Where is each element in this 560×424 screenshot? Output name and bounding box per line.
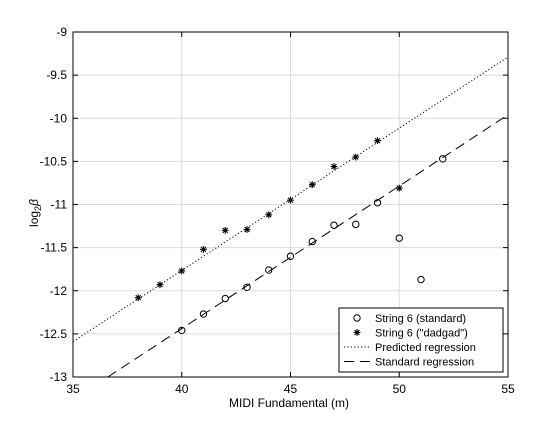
dadgad-point xyxy=(244,226,251,233)
legend-entry: Standard regression xyxy=(375,357,474,369)
dadgad-point xyxy=(135,294,142,301)
dadgad-point xyxy=(222,227,229,234)
dadgad-point xyxy=(374,137,381,144)
dadgad-point xyxy=(287,197,294,204)
y-tick-label: -12 xyxy=(50,284,68,298)
y-tick-label: -11.5 xyxy=(41,241,68,255)
standard-point xyxy=(222,295,228,301)
legend-entry: String 6 (standard) xyxy=(375,313,466,325)
dadgad-point xyxy=(157,281,164,288)
dadgad-point xyxy=(309,181,316,188)
x-axis-label: MIDI Fundamental (m) xyxy=(229,396,349,410)
dadgad-point xyxy=(178,268,185,275)
legend-star-marker xyxy=(354,329,361,336)
y-tick-label: -10 xyxy=(50,111,68,125)
y-axis-label-base: log xyxy=(27,211,41,227)
y-tick-label: -13 xyxy=(50,370,68,384)
y-tick-label: -12.5 xyxy=(40,327,68,341)
standard-point xyxy=(353,221,359,227)
x-tick-label: 40 xyxy=(175,382,189,396)
x-tick-label: 50 xyxy=(393,382,407,396)
y-tick-label: -9.5 xyxy=(46,68,67,82)
legend: String 6 (standard) String 6 ("dadgad") Pr… xyxy=(339,308,503,372)
dadgad-point xyxy=(331,163,338,170)
dadgad-point xyxy=(265,211,272,218)
dadgad-point xyxy=(200,246,207,253)
y-axis-label-symbol: β xyxy=(27,199,41,207)
y-tick-label: -11 xyxy=(51,198,68,212)
x-tick-label: 55 xyxy=(501,382,515,396)
dadgad-point xyxy=(396,185,403,192)
x-tick-label: 45 xyxy=(284,382,298,396)
standard-point xyxy=(331,222,337,228)
y-tick-label: -10.5 xyxy=(40,154,68,168)
legend-entry: String 6 ("dadgad") xyxy=(375,328,468,340)
y-tick-label: -9 xyxy=(56,25,67,39)
legend-entry: Predicted regression xyxy=(375,342,476,354)
standard-point xyxy=(418,276,424,282)
x-tick-label: 35 xyxy=(66,382,80,396)
y-axis-label: log2β xyxy=(27,199,43,227)
dadgad-point xyxy=(352,154,359,161)
